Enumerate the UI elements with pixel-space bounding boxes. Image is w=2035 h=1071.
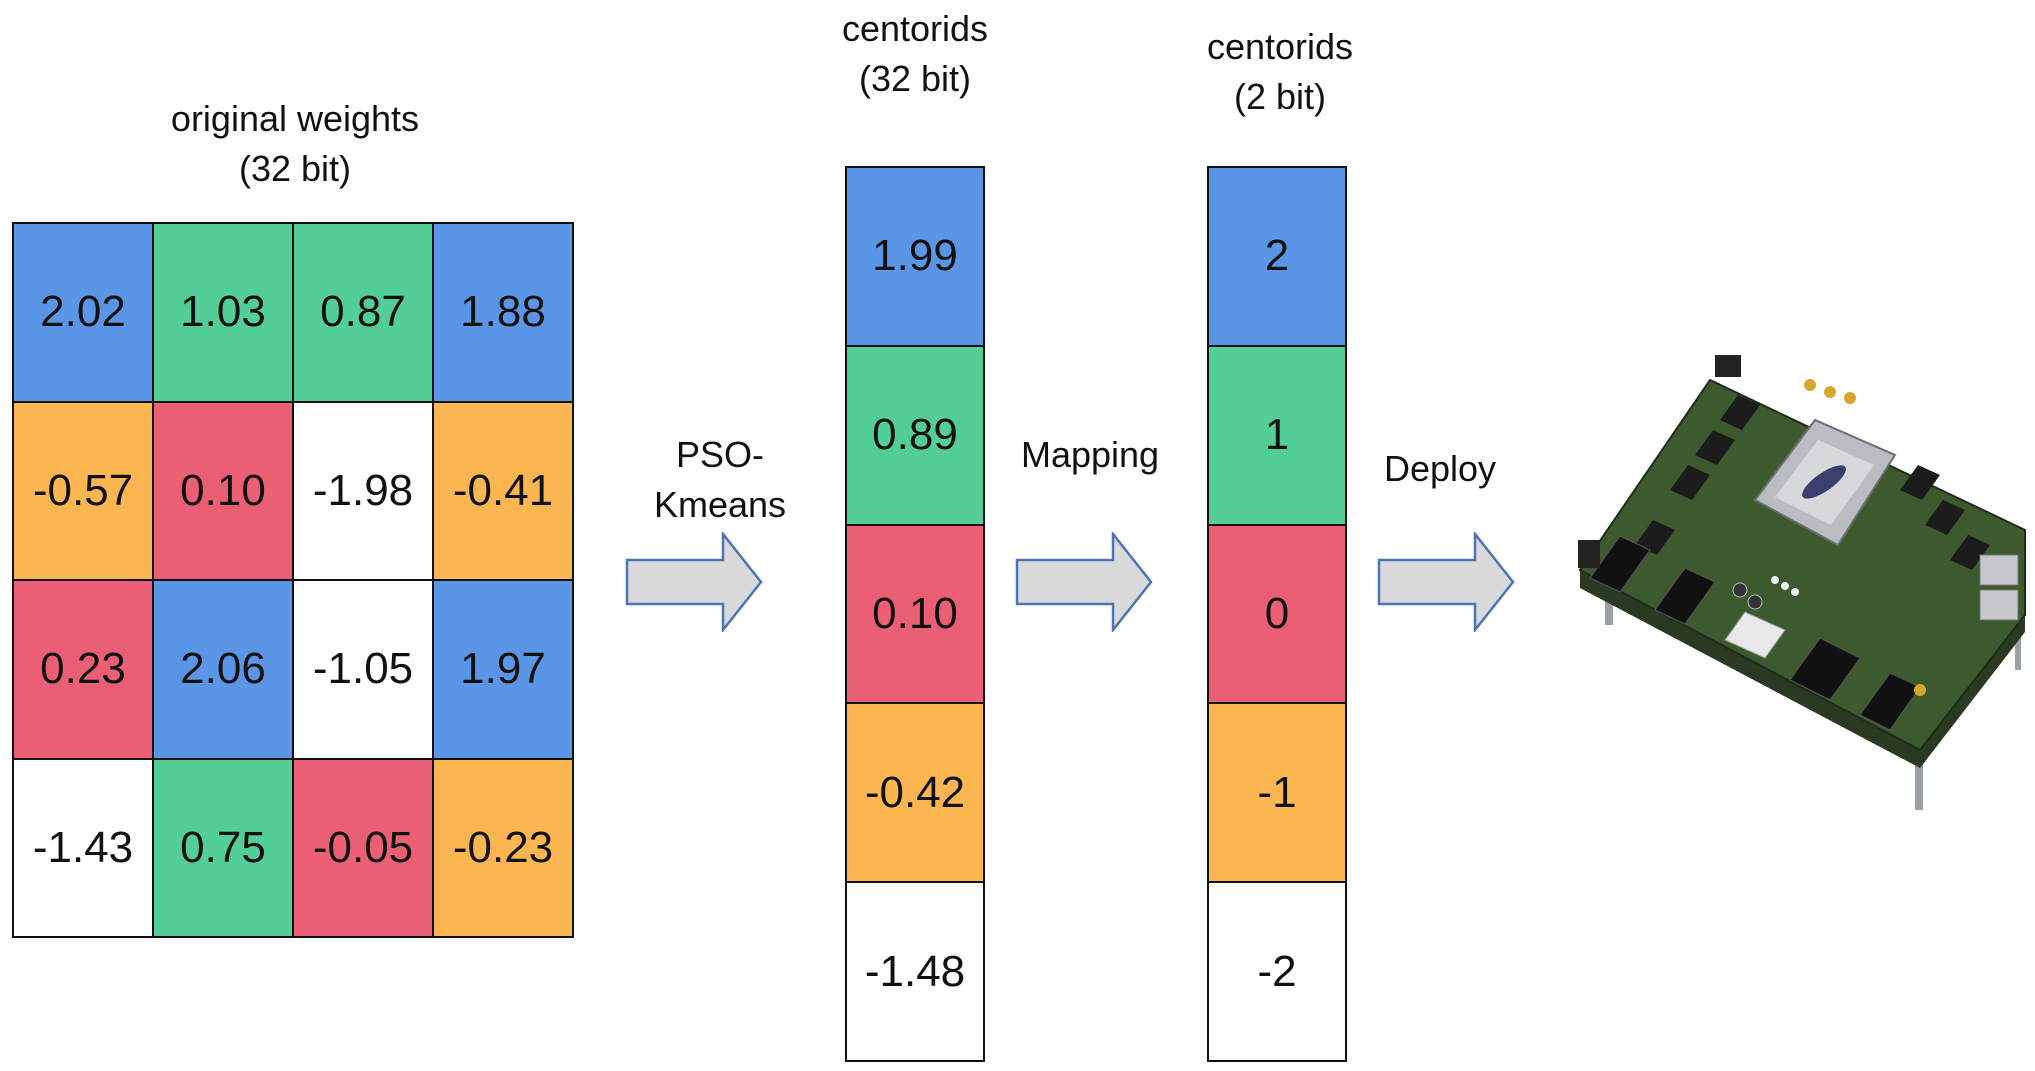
memory-chip [1670,465,1710,500]
weight-cell: 1.03 [154,224,292,401]
centroid2-cell: 2 [1209,168,1345,345]
centroid2-cell: 1 [1209,346,1345,524]
weight-cell: -1.05 [294,581,432,758]
sma-connector [1804,379,1816,391]
led [1791,588,1799,596]
weight-cell: -0.23 [434,759,572,936]
arrow-right-icon [1015,532,1153,632]
centroid2-cell: -1 [1209,704,1345,882]
centroids2-column: 2 1 0 -1 -2 [1207,166,1347,1062]
weights-matrix: 2.02 1.03 0.87 1.88 -0.57 0.10 -1.98 -0.… [12,222,574,938]
arrow-shape [1377,532,1515,632]
deploy-label: Deploy [1383,448,1497,489]
centroid32-cell: 1.99 [847,168,983,345]
weight-cell: 1.88 [434,224,572,401]
weight-cell: -0.05 [294,759,432,936]
arrow-shape [1015,532,1153,632]
weights-title-line1: original weights [170,98,420,139]
weight-cell: -0.41 [434,402,572,579]
fpga-board-image [1578,355,2026,810]
memory-chip [1900,465,1940,500]
centroid32-cell: -1.48 [847,883,983,1060]
centroids2-title-line1: centorids [1206,26,1354,67]
centroids32-title-line1: centorids [841,8,989,49]
mapping-label: Mapping [1020,434,1160,475]
header-pins [1715,355,1741,377]
connector [1654,567,1716,625]
arrow-shape [625,532,763,632]
memory-chip [1635,520,1675,555]
weight-cell: 0.10 [154,402,292,579]
led [1771,576,1779,584]
centroids32-title-line2: (32 bit) [858,58,972,99]
weight-cell: 2.06 [154,581,292,758]
centroids32-column: 1.99 0.89 0.10 -0.42 -1.48 [845,166,985,1062]
push-button [1732,582,1748,598]
ethernet-port [1979,589,2019,621]
centroid32-cell: 0.89 [847,346,983,524]
centroids32-title: centorids (32 bit) [800,4,1030,104]
memory-chip [1925,500,1965,535]
led [1781,582,1789,590]
weights-title: original weights (32 bit) [130,94,460,194]
weight-cell: -1.43 [14,759,152,936]
memory-chip [1695,430,1735,465]
weight-cell: -0.57 [14,402,152,579]
weight-cell: 1.97 [434,581,572,758]
sma-connector [1914,684,1926,696]
centroids2-title-line2: (2 bit) [1233,76,1327,117]
memory-chip [1720,395,1760,430]
power-jack [1578,540,1600,568]
weight-cell: 0.87 [294,224,432,401]
weight-cell: 0.23 [14,581,152,758]
centroids2-title: centorids (2 bit) [1165,22,1395,122]
centroid32-cell: -0.42 [847,704,983,882]
push-button [1747,594,1763,610]
weight-cell: 0.75 [154,759,292,936]
centroid2-cell: 0 [1209,525,1345,703]
weight-cell: 2.02 [14,224,152,401]
centroid2-cell: -2 [1209,883,1345,1060]
centroid32-cell: 0.10 [847,525,983,703]
dip-switch [1724,611,1786,659]
connector [1589,535,1651,593]
weights-title-line2: (32 bit) [238,148,352,189]
ethernet-port [1979,554,2019,586]
pso-kmeans-label: PSO-Kmeans [653,434,787,525]
sma-connector [1844,392,1856,404]
sma-connector [1824,386,1836,398]
weight-cell: -1.98 [294,402,432,579]
connector [1789,637,1861,701]
arrow-right-icon [1377,532,1515,632]
fpga-logo [1802,465,1846,499]
board-leg [1915,735,1923,810]
arrow-right-icon [625,532,763,632]
memory-chip [1950,535,1990,570]
board-leg [2015,630,2021,670]
